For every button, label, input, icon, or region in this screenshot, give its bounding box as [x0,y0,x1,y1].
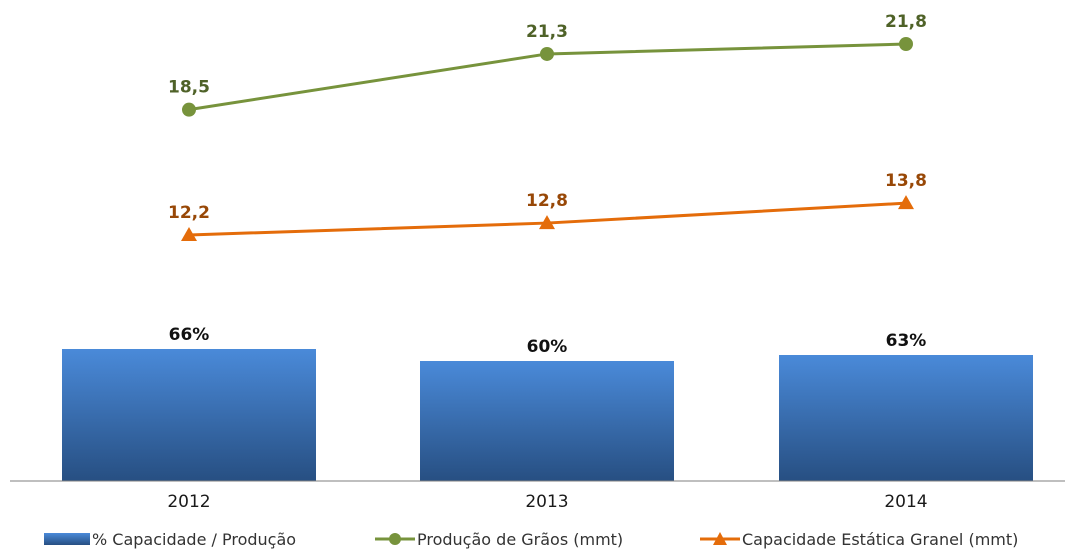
point-capacidade-estatica-2014 [898,195,914,210]
bar-2014 [779,355,1033,481]
point-producao-graos-2014 [899,37,913,51]
legend-label-bar: % Capacidade / Produção [92,530,296,549]
point-producao-graos-2013 [540,46,554,61]
legend-swatch-bar [44,533,90,545]
point-capacidade-estatica-2013 [539,215,555,230]
legend-marker-producao-graos [389,533,401,545]
bar-label-2014: 63% [886,331,927,351]
legend-marker-capacidade-estatica [713,532,727,545]
label-capacidade-estatica-2013: 12,8 [526,191,568,211]
bar-2013 [420,361,674,481]
point-capacidade-estatica-2012 [181,227,197,241]
label-producao-graos-2013: 21,3 [526,22,568,42]
legend-label-producao-graos: Produção de Grãos (mmt) [417,530,623,549]
point-producao-graos-2012 [182,102,196,117]
bar-label-2012: 66% [169,325,210,345]
bar-2012 [62,349,316,481]
label-capacidade-estatica-2012: 12,2 [168,203,210,223]
bar-label-2013: 60% [527,337,568,357]
label-producao-graos-2014: 21,8 [885,12,927,32]
x-tick-2013: 2013 [525,492,568,512]
label-producao-graos-2012: 18,5 [168,78,210,98]
x-tick-2012: 2012 [167,492,210,512]
legend-label-capacidade-estatica: Capacidade Estática Granel (mmt) [742,530,1018,549]
x-tick-2014: 2014 [884,492,927,512]
label-capacidade-estatica-2014: 13,8 [885,171,927,191]
